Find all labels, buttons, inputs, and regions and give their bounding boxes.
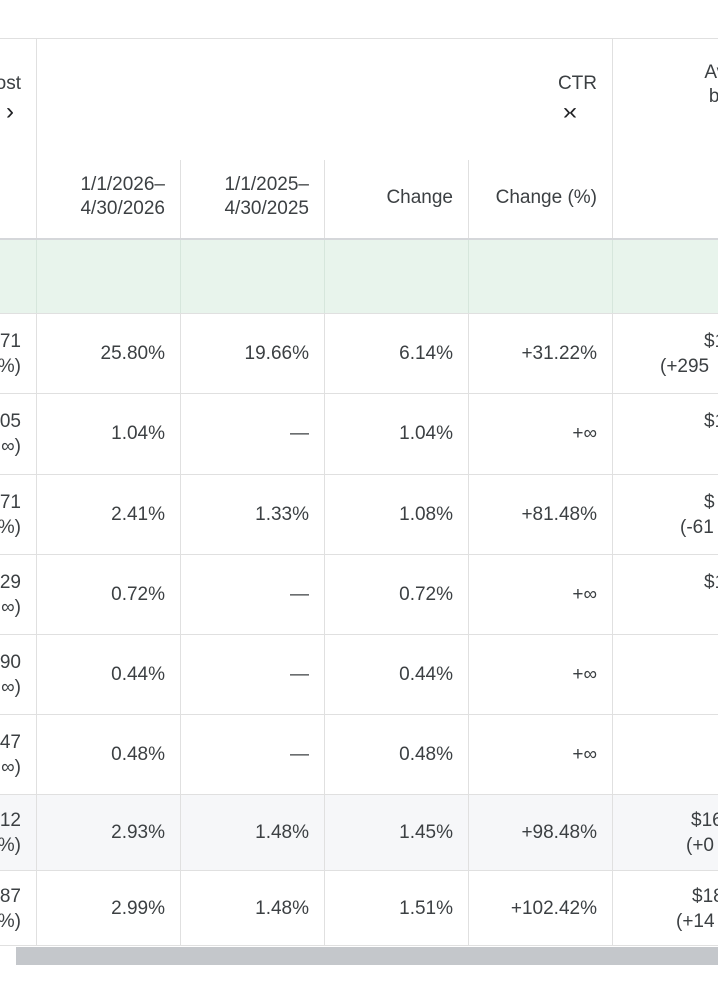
avg-cell: $16 (+0: [686, 810, 718, 856]
total-row-background: [0, 794, 718, 870]
avg-cell: $1: [704, 572, 718, 593]
previous-period-header[interactable]: 1/1/2025– 4/30/2025: [224, 173, 309, 221]
column-divider: [36, 240, 37, 313]
total-row-background: [0, 871, 718, 946]
column-divider: [468, 240, 469, 313]
ctr-previous-cell: —: [290, 744, 309, 765]
ctr-previous-cell: 1.48%: [255, 898, 309, 919]
change-pct-header[interactable]: Change (%): [495, 187, 597, 208]
ctr-previous-cell: —: [290, 584, 309, 605]
avg-header-line2: bu: [708, 86, 718, 107]
ctr-previous-cell: 1.33%: [255, 504, 309, 525]
row-divider: [0, 554, 718, 555]
avg-cell: $1: [704, 411, 718, 432]
ctr-current-cell: 0.48%: [111, 744, 165, 765]
ctr-change-cell: 0.72%: [399, 584, 453, 605]
cost-cell: 90 ∞): [0, 652, 21, 698]
column-divider: [468, 794, 469, 946]
ctr-current-cell: 0.72%: [111, 584, 165, 605]
ctr-change-pct-cell: +∞: [572, 423, 597, 444]
row-divider: [0, 474, 718, 475]
column-divider: [468, 160, 469, 946]
cost-cell: 87%): [0, 886, 21, 932]
ctr-current-cell: 1.04%: [111, 423, 165, 444]
cost-cell: 05 ∞): [0, 411, 21, 457]
ctr-change-pct-cell: +31.22%: [521, 343, 597, 364]
highlight-row: [0, 240, 718, 313]
ctr-previous-cell: —: [290, 664, 309, 685]
ctr-previous-cell: 1.48%: [255, 822, 309, 843]
row-divider: [0, 393, 718, 394]
cost-cell: 71%): [0, 331, 21, 377]
column-divider: [180, 160, 181, 946]
ctr-change-cell: 0.48%: [399, 744, 453, 765]
current-period-line1: 1/1/2026–: [80, 174, 165, 195]
row-divider: [0, 313, 718, 314]
cost-column-header[interactable]: ost: [0, 73, 21, 94]
row-divider: [0, 794, 718, 795]
cost-cell: 12%): [0, 810, 21, 856]
cost-cell: 47 ∞): [0, 732, 21, 778]
column-divider: [612, 794, 613, 946]
header-top-border: [0, 38, 718, 39]
ctr-change-pct-cell: +∞: [572, 744, 597, 765]
ctr-change-cell: 0.44%: [399, 664, 453, 685]
avg-cell: $1(+295: [660, 331, 718, 377]
column-divider: [180, 240, 181, 313]
horizontal-scrollbar[interactable]: [16, 947, 718, 965]
avg-cell: $ (-61: [680, 492, 715, 538]
column-divider: [36, 794, 37, 946]
avg-cell: $18(+14: [676, 886, 718, 932]
row-divider: [0, 634, 718, 635]
ctr-change-cell: 1.51%: [399, 898, 453, 919]
current-period-line2: 4/30/2026: [80, 198, 165, 219]
change-header[interactable]: Change: [386, 187, 453, 208]
column-divider: [324, 794, 325, 946]
header-bottom-border: [0, 238, 718, 240]
column-divider: [612, 38, 613, 946]
column-divider: [324, 240, 325, 313]
ctr-change-cell: 1.04%: [399, 423, 453, 444]
previous-period-line1: 1/1/2025–: [224, 174, 309, 195]
ctr-current-cell: 2.93%: [111, 822, 165, 843]
chevron-right-icon[interactable]: ›: [6, 98, 14, 125]
current-period-header[interactable]: 1/1/2026– 4/30/2026: [80, 173, 165, 221]
column-divider: [180, 794, 181, 946]
ctr-change-pct-cell: +81.48%: [521, 504, 597, 525]
column-divider: [324, 160, 325, 946]
ctr-previous-cell: 19.66%: [244, 343, 309, 364]
previous-period-line2: 4/30/2025: [224, 198, 309, 219]
row-divider: [0, 870, 718, 871]
ctr-current-cell: 0.44%: [111, 664, 165, 685]
ctr-current-cell: 2.41%: [111, 504, 165, 525]
row-divider: [0, 714, 718, 715]
cost-cell: 71%): [0, 492, 21, 538]
collapse-columns-icon[interactable]: ›‹: [563, 98, 577, 125]
ctr-column-header[interactable]: CTR: [557, 73, 597, 94]
ctr-change-pct-cell: +102.42%: [510, 898, 597, 919]
ctr-current-cell: 25.80%: [100, 343, 165, 364]
column-divider: [612, 240, 613, 313]
column-divider: [36, 38, 37, 946]
ctr-change-pct-cell: +∞: [572, 664, 597, 685]
ctr-change-pct-cell: +∞: [572, 584, 597, 605]
avg-header-line1: Avg.: [704, 62, 718, 83]
ctr-change-cell: 1.08%: [399, 504, 453, 525]
ctr-current-cell: 2.99%: [111, 898, 165, 919]
ctr-previous-cell: —: [290, 423, 309, 444]
ctr-change-cell: 1.45%: [399, 822, 453, 843]
ctr-change-pct-cell: +98.48%: [521, 822, 597, 843]
cost-cell: 29 ∞): [0, 572, 21, 618]
ctr-change-cell: 6.14%: [399, 343, 453, 364]
row-divider: [0, 945, 718, 946]
